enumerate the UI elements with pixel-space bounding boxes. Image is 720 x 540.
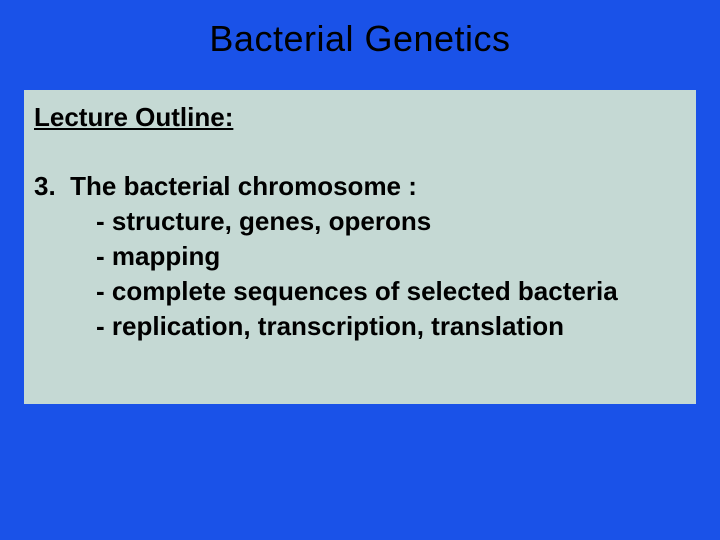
slide-title: Bacterial Genetics	[0, 0, 720, 90]
slide: Bacterial Genetics Lecture Outline: 3. T…	[0, 0, 720, 540]
topic-number: 3.	[34, 171, 56, 201]
bullet-item: - replication, transcription, translatio…	[34, 309, 686, 344]
content-box: Lecture Outline: 3. The bacterial chromo…	[24, 90, 696, 404]
bullet-item: - structure, genes, operons	[34, 204, 686, 239]
topic-title: The bacterial chromosome :	[70, 171, 417, 201]
topic-line: 3. The bacterial chromosome :	[34, 169, 686, 204]
bullet-item: - complete sequences of selected bacteri…	[34, 274, 686, 309]
bullet-item: - mapping	[34, 239, 686, 274]
outline-heading: Lecture Outline:	[34, 102, 686, 133]
